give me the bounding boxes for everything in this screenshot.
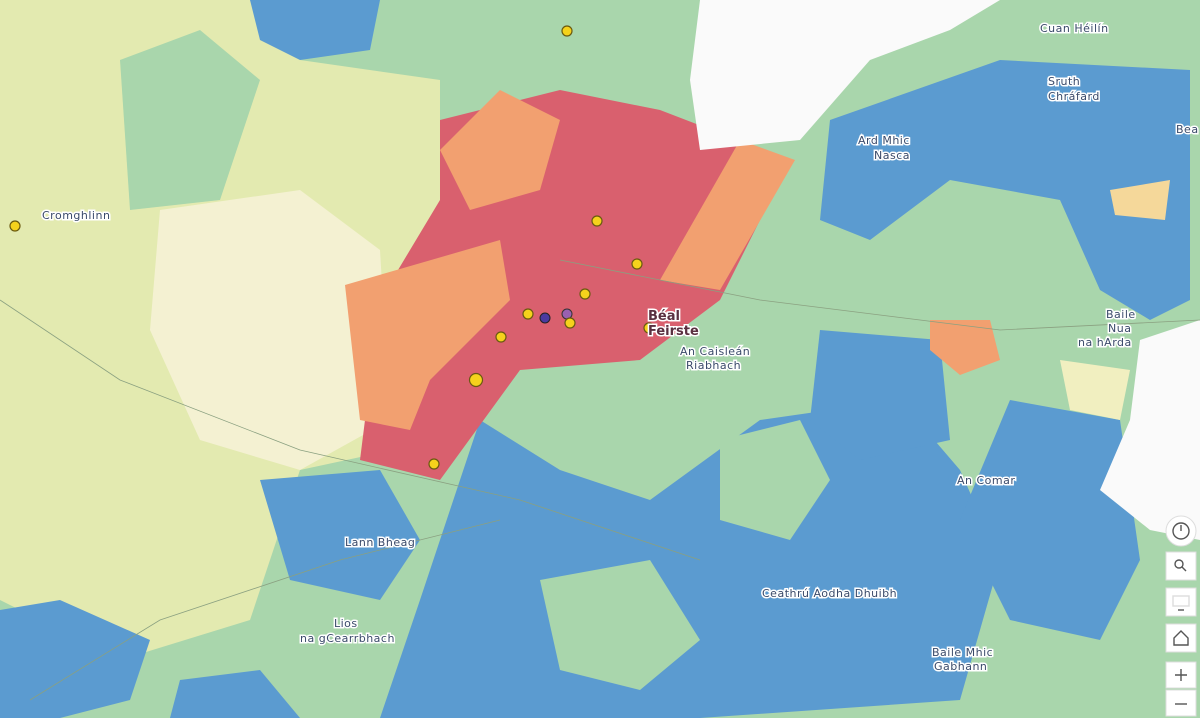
yellow-zone	[1060, 360, 1130, 420]
place-label: Ard Mhic	[858, 134, 910, 147]
place-label: Bea	[1176, 123, 1199, 136]
blue-zone	[810, 330, 950, 460]
place-label: Cromghlinn	[42, 209, 110, 222]
point	[428, 458, 440, 470]
zone	[120, 30, 260, 210]
place-label: Sruth	[1048, 75, 1080, 88]
place-label: na gCearrbhach	[300, 632, 395, 645]
roads	[0, 259, 1200, 701]
zoom-in-button[interactable]	[1165, 661, 1197, 689]
place-label: Riabhach	[686, 359, 741, 372]
blue-zone	[260, 470, 420, 600]
place-label: Cuan Héilín	[1040, 22, 1109, 35]
orange-zone	[345, 240, 510, 430]
rural-zone	[150, 190, 390, 470]
blue-zone	[170, 670, 300, 718]
road	[0, 299, 701, 561]
home-button[interactable]	[1165, 623, 1197, 653]
blue-zone	[380, 400, 1000, 718]
place-label: Gabhann	[934, 660, 987, 673]
city-label: Feirste	[648, 324, 699, 339]
blue-zone	[250, 0, 380, 60]
road	[29, 519, 501, 701]
place-label: An Comar	[957, 474, 1015, 487]
point	[643, 322, 655, 334]
map-controls	[1165, 515, 1197, 717]
yellow-zone	[1110, 180, 1170, 220]
place-labels: Cuan Héilín Sruth Chráfard Ard Mhic Nasc…	[41, 21, 1200, 675]
time-button[interactable]	[1165, 515, 1197, 547]
sea	[1100, 320, 1200, 540]
place-label: An Caisleán	[680, 345, 750, 358]
point	[564, 317, 576, 329]
place-label: Lann Bheag	[345, 536, 415, 549]
place-label: Chráfard	[1048, 90, 1100, 103]
screen-button[interactable]	[1165, 587, 1197, 617]
point	[579, 288, 591, 300]
zone	[720, 420, 830, 540]
point	[561, 25, 573, 37]
place-label: na hArda	[1078, 336, 1132, 349]
sea	[690, 0, 1000, 150]
blue-zone	[0, 600, 150, 718]
place-label: Lios	[334, 617, 358, 630]
point	[495, 331, 507, 343]
point	[468, 372, 484, 388]
search-button[interactable]	[1165, 551, 1197, 581]
orange-zone	[660, 140, 795, 290]
point	[539, 312, 551, 324]
point	[591, 215, 603, 227]
place-label: Nua	[1108, 322, 1131, 335]
zoom-out-button[interactable]	[1165, 689, 1197, 717]
road	[559, 259, 1200, 331]
place-label: Nasca	[874, 149, 910, 162]
blue-zone	[820, 60, 1190, 320]
point	[522, 308, 534, 320]
zone	[540, 560, 700, 690]
place-label: Baile Mhic	[932, 646, 993, 659]
place-label: Ceathrú Aodha Dhuibh	[762, 587, 897, 600]
point	[631, 258, 643, 270]
place-label: Baile	[1106, 308, 1136, 321]
orange-zone	[440, 90, 560, 210]
points	[9, 25, 655, 470]
point	[9, 220, 21, 232]
orange-zone	[930, 320, 1000, 375]
blue-zone	[960, 400, 1140, 640]
city-label: Béal	[648, 309, 680, 324]
